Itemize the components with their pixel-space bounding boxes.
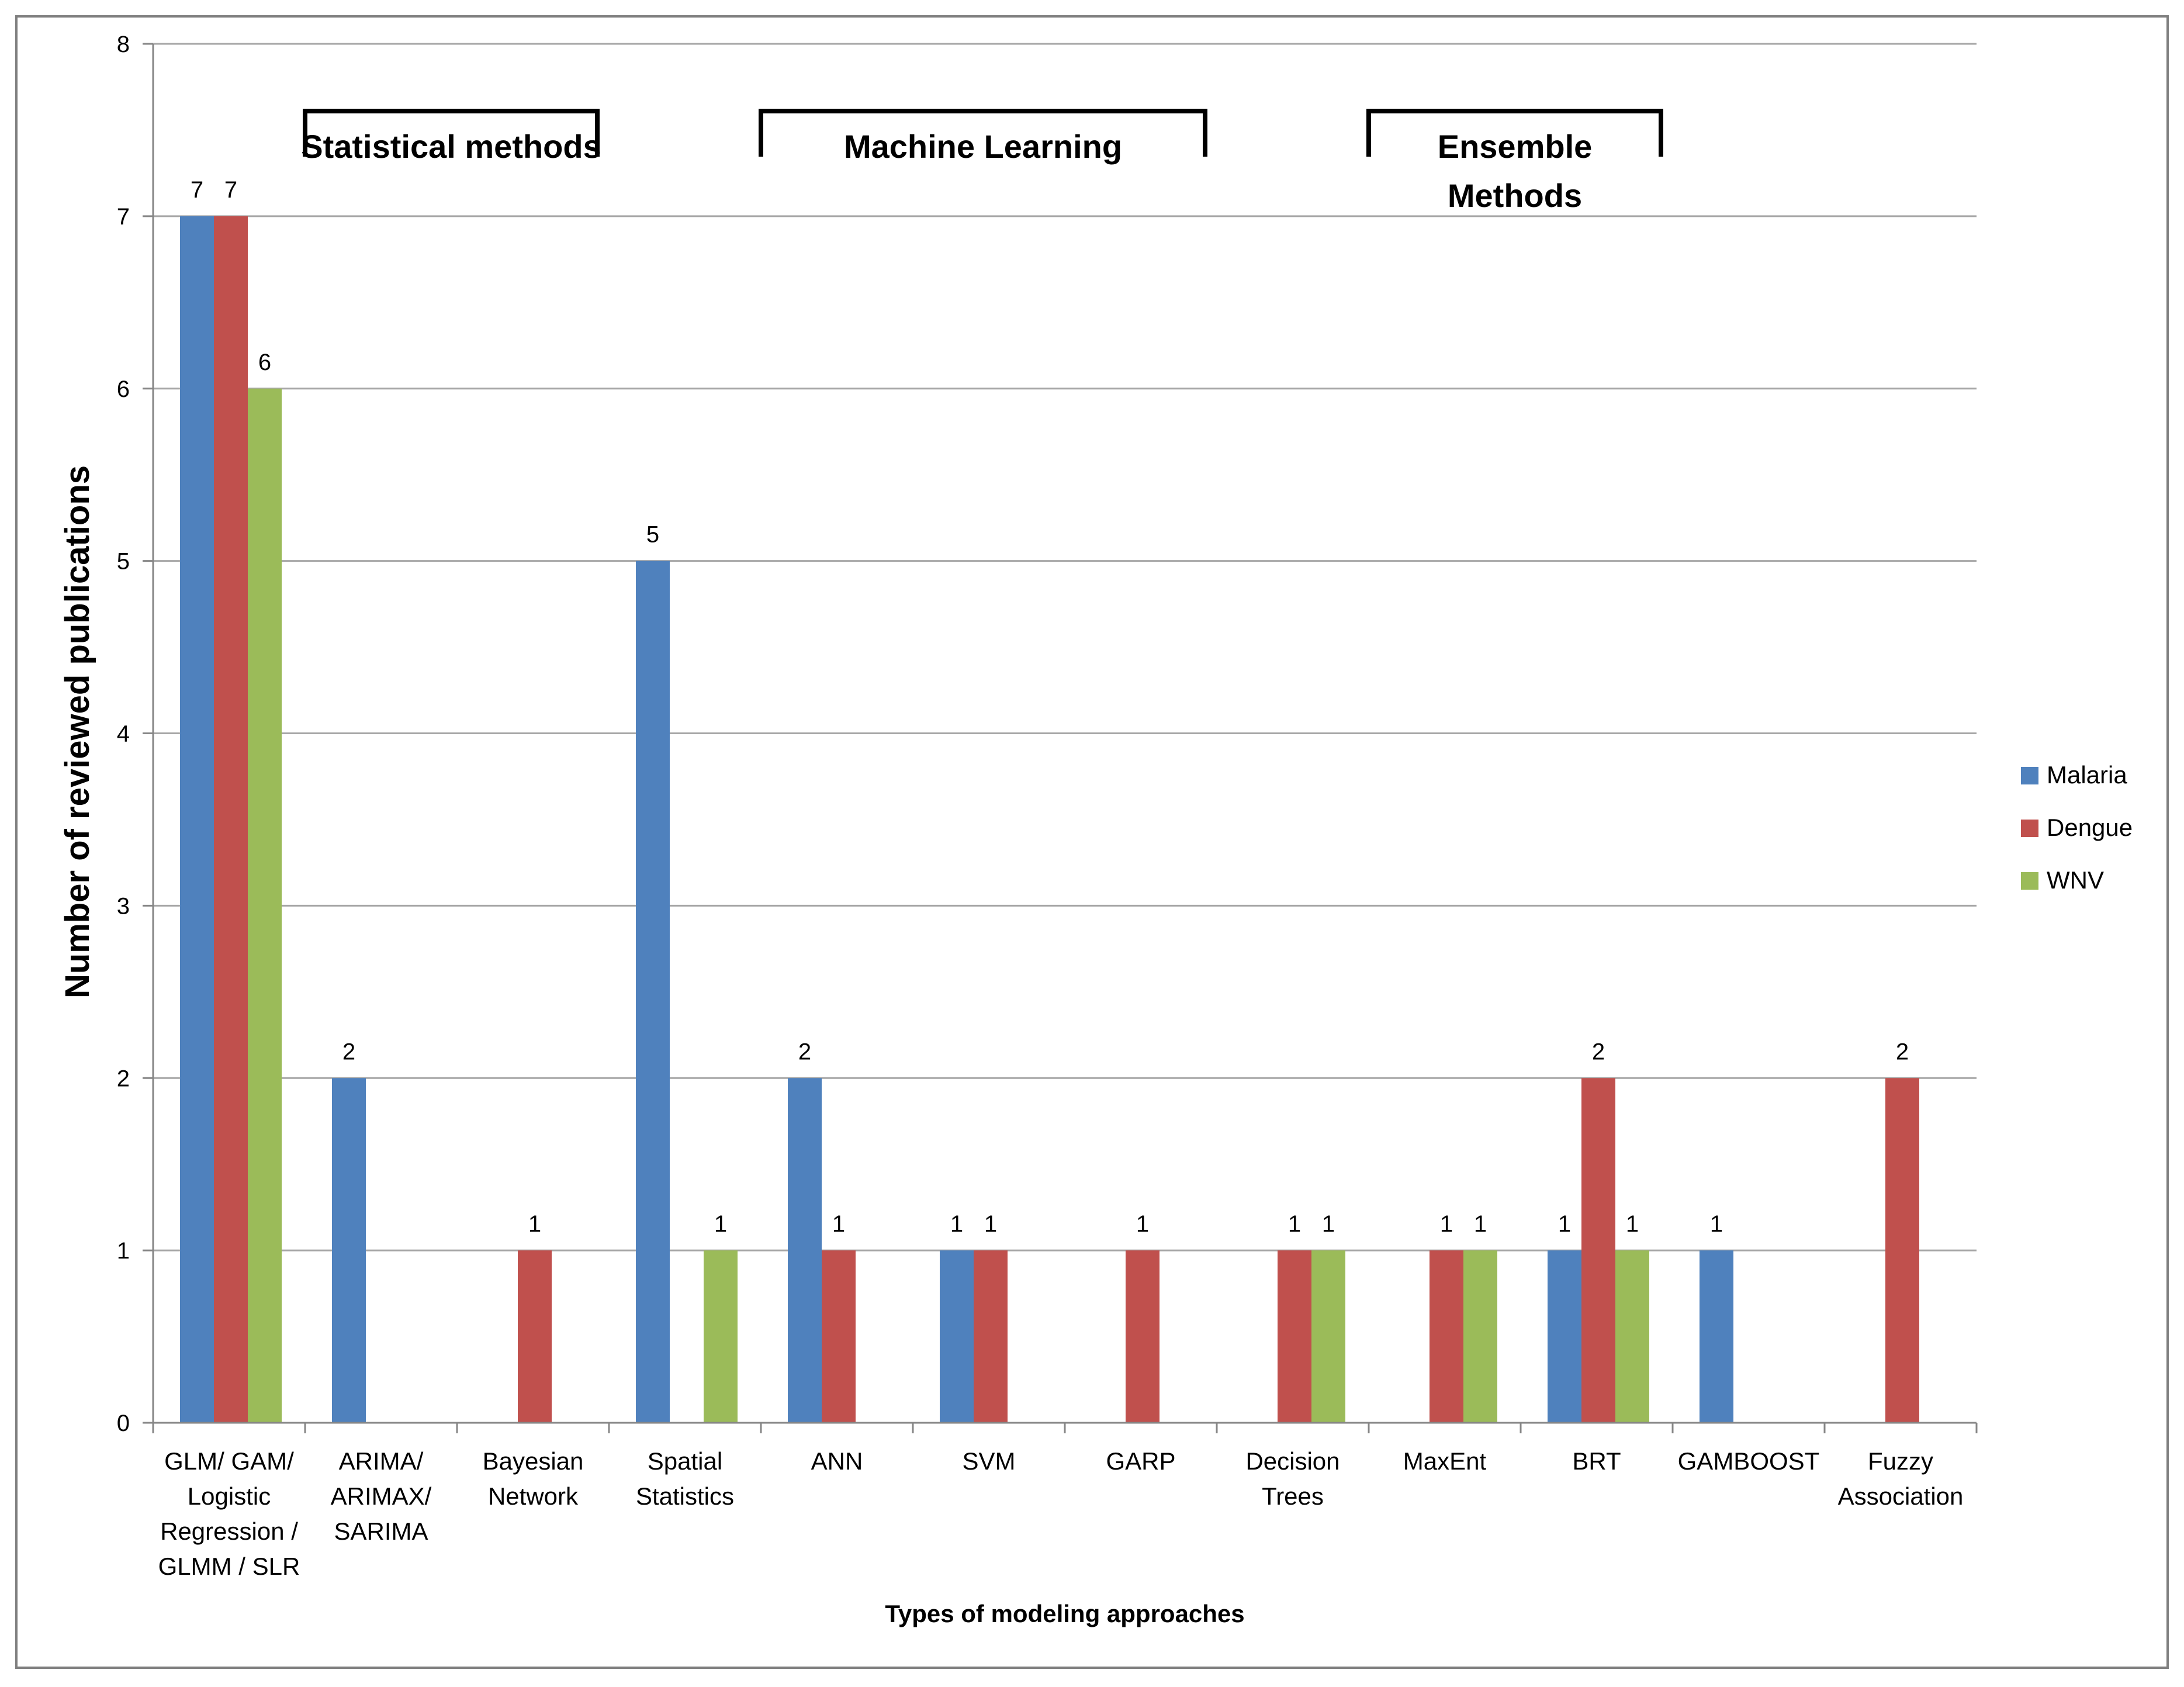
legend-item-wnv[interactable]: WNV: [2021, 866, 2104, 894]
chart-frame: [15, 15, 2169, 1669]
bar-malaria: [180, 216, 214, 1423]
y-tick-label: 7: [117, 204, 130, 230]
y-tick-label: 0: [117, 1411, 130, 1436]
x-tick-label: MaxEnt: [1403, 1447, 1487, 1475]
bar-malaria: [1548, 1250, 1581, 1423]
x-tick-label: Bayesian Network: [483, 1447, 584, 1510]
legend-item-malaria[interactable]: Malaria: [2021, 761, 2127, 789]
legend-swatch: [2021, 872, 2038, 890]
y-tick-label: 5: [117, 549, 130, 575]
bar-malaria: [636, 561, 670, 1423]
data-label: 5: [646, 522, 659, 548]
x-tick-label: GARP: [1106, 1447, 1175, 1475]
data-label: 1: [1322, 1211, 1335, 1237]
legend-label: Dengue: [2047, 814, 2133, 841]
data-label: 1: [832, 1211, 845, 1237]
bar-malaria: [940, 1250, 974, 1423]
bar-wnv: [704, 1250, 738, 1423]
group-bracket: [303, 109, 600, 157]
x-tick-label: GLM/ GAM/Logistic Regression / GLMM / SLR: [158, 1447, 300, 1580]
legend-swatch: [2021, 767, 2038, 784]
data-label: 1: [984, 1211, 997, 1237]
x-tick-label: Fuzzy Association: [1838, 1447, 1964, 1510]
data-label: 1: [1136, 1211, 1149, 1237]
bar-wnv: [1311, 1250, 1345, 1423]
bar-wnv: [1615, 1250, 1649, 1423]
data-label: 2: [1592, 1039, 1605, 1064]
bar-dengue: [822, 1250, 856, 1423]
data-label: 1: [714, 1211, 727, 1237]
x-tick-label: BRT: [1572, 1447, 1621, 1475]
group-annotations: Statistical methods Machine Learning Ensem…: [301, 109, 1663, 214]
x-tick-label: Decision Trees: [1245, 1447, 1340, 1510]
data-label: 7: [224, 177, 237, 203]
legend-label: Malaria: [2047, 761, 2127, 789]
data-label: 1: [1558, 1211, 1571, 1237]
bar-malaria: [332, 1078, 366, 1423]
data-label: 7: [191, 177, 203, 203]
y-tick-label: 8: [117, 32, 130, 57]
bar-dengue: [1278, 1250, 1311, 1423]
data-label: 2: [798, 1039, 811, 1064]
legend-label: WNV: [2047, 866, 2104, 894]
y-tick-label: 6: [117, 376, 130, 402]
group-label: Statistical methods: [301, 128, 601, 165]
legend-item-dengue[interactable]: Dengue: [2021, 814, 2133, 841]
x-tick-label: SVM: [962, 1447, 1015, 1475]
legend-swatch: [2021, 820, 2038, 837]
data-label: 1: [1626, 1211, 1639, 1237]
bar-dengue: [1430, 1250, 1463, 1423]
data-label: 1: [1474, 1211, 1487, 1237]
bar-dengue: [518, 1250, 552, 1423]
bar-dengue: [974, 1250, 1008, 1423]
bar-wnv: [248, 388, 282, 1423]
y-tick-label: 2: [117, 1066, 130, 1091]
x-tick-label: GAMBOOST: [1678, 1447, 1820, 1475]
y-tick-label: 1: [117, 1238, 130, 1264]
data-label: 1: [1440, 1211, 1453, 1237]
group-bracket: [759, 109, 1207, 157]
x-axis-title: Types of modeling approaches: [885, 1600, 1244, 1627]
y-axis-title: Number of reviewed publications: [58, 465, 96, 998]
data-label: 2: [1896, 1039, 1909, 1064]
y-tick-label: 3: [117, 893, 130, 919]
data-label: 1: [1288, 1211, 1301, 1237]
x-tick-label: ARIMA/ARIMAX/SARIMA: [331, 1447, 432, 1545]
y-tick-label: 4: [117, 721, 130, 747]
bar-dengue: [214, 216, 248, 1423]
x-tick-label: ANN: [811, 1447, 863, 1475]
data-label: 2: [342, 1039, 355, 1064]
bars: [180, 216, 1919, 1423]
group-bracket: [1366, 109, 1663, 157]
bar-dengue: [1126, 1250, 1160, 1423]
legend[interactable]: Malaria Dengue WNV: [2021, 761, 2133, 894]
data-label: 1: [528, 1211, 541, 1237]
data-label: 6: [258, 350, 271, 375]
data-label: 1: [1710, 1211, 1723, 1237]
bar-dengue: [1581, 1078, 1615, 1423]
data-label: 1: [950, 1211, 963, 1237]
group-label: Machine Learning: [844, 128, 1122, 165]
group-label: Ensemble Methods: [1438, 128, 1593, 214]
bar-malaria: [788, 1078, 822, 1423]
gridlines: [153, 43, 1977, 1252]
axes: 0 1 2 3 4 5 6 7 8 GLM/ GAM/Logistic Regression / GL…: [117, 32, 1978, 1580]
bar-malaria: [1700, 1250, 1733, 1423]
bar-dengue: [1885, 1078, 1919, 1423]
bar-wnv: [1463, 1250, 1497, 1423]
x-tick-label: Spatial Statistics: [636, 1447, 734, 1510]
